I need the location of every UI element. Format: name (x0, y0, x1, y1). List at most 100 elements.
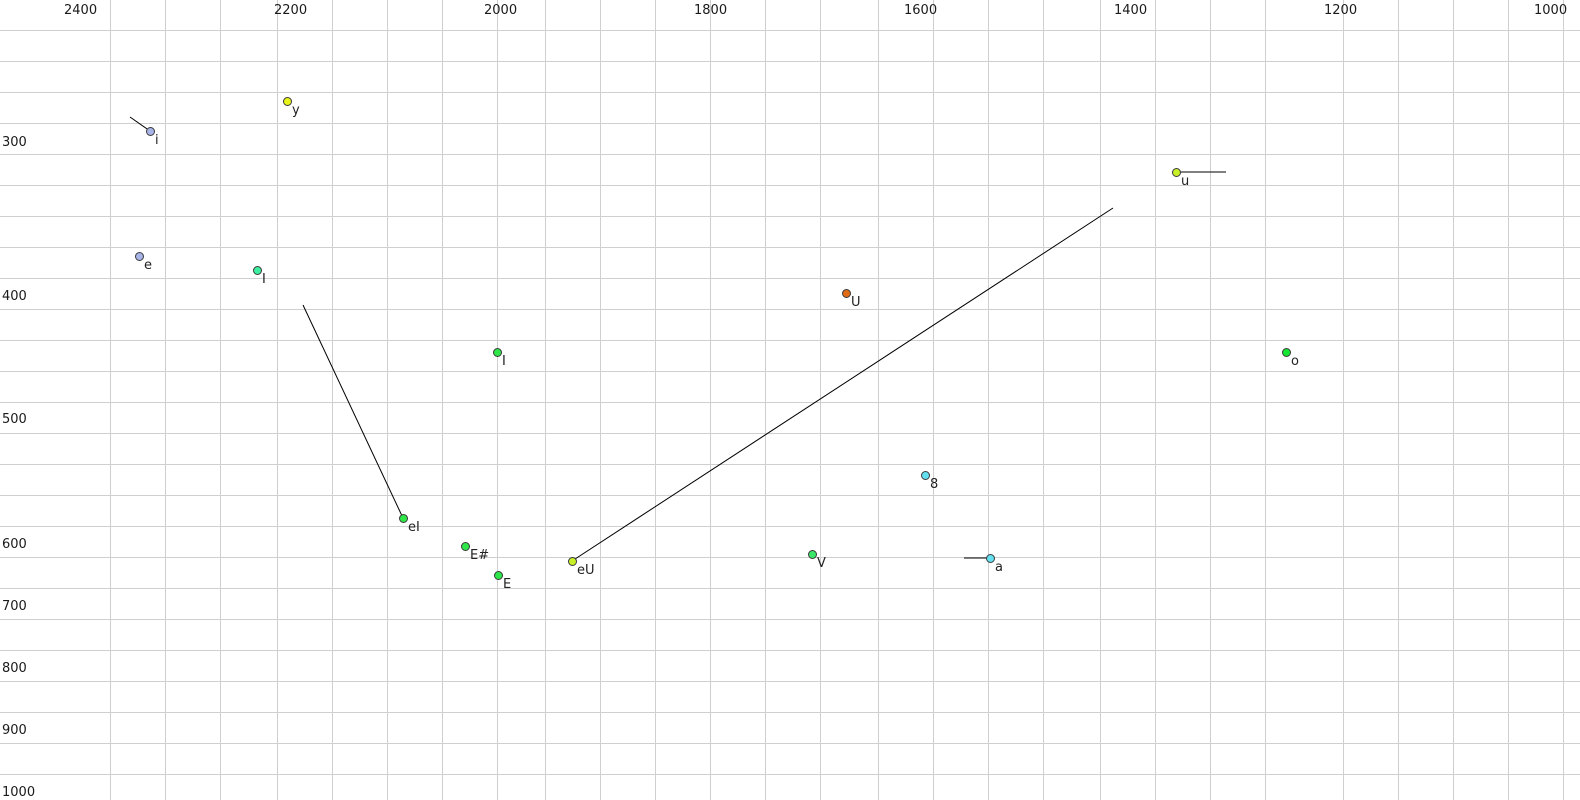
data-point[interactable] (494, 571, 503, 580)
gridline-horizontal (0, 712, 1580, 713)
data-point-label: V (817, 556, 826, 571)
x-tick-label: 1200 (1324, 3, 1358, 18)
gridline-horizontal (0, 154, 1580, 155)
data-point[interactable] (493, 348, 502, 357)
gridline-horizontal (0, 526, 1580, 527)
y-tick-label: 400 (2, 289, 27, 304)
gridline-vertical (1398, 0, 1399, 800)
data-point[interactable] (842, 289, 851, 298)
x-tick-label: 1800 (694, 3, 728, 18)
gridline-vertical (765, 0, 766, 800)
data-point-label: o (1291, 354, 1299, 369)
gridline-horizontal (0, 650, 1580, 651)
y-tick-label: 600 (2, 537, 27, 552)
gridline-horizontal (0, 743, 1580, 744)
gridline-horizontal (0, 588, 1580, 589)
data-point[interactable] (808, 550, 817, 559)
data-point[interactable] (135, 252, 144, 261)
gridline-horizontal (0, 92, 1580, 93)
gridline-vertical (220, 0, 221, 800)
data-point[interactable] (253, 266, 262, 275)
gridline-vertical (1210, 0, 1211, 800)
x-tick-label: 2400 (64, 3, 98, 18)
gridline-vertical (545, 0, 546, 800)
x-tick-label: 2000 (484, 3, 518, 18)
gridline-horizontal (0, 495, 1580, 496)
gridline-vertical (497, 0, 498, 800)
gridline-vertical (1155, 0, 1156, 800)
gridline-vertical (1043, 0, 1044, 800)
gridline-vertical (1343, 0, 1344, 800)
data-point[interactable] (921, 471, 930, 480)
x-tick-label: 1400 (1114, 3, 1148, 18)
gridline-vertical (933, 0, 934, 800)
gridline-vertical (1265, 0, 1266, 800)
gridline-vertical (110, 0, 111, 800)
gridline-vertical (332, 0, 333, 800)
data-point-label: E# (470, 548, 490, 563)
gridline-horizontal (0, 30, 1580, 31)
gridline-vertical (165, 0, 166, 800)
x-tick-label: 1000 (1534, 3, 1568, 18)
data-point[interactable] (461, 542, 470, 551)
data-point-label: E (503, 577, 512, 592)
data-point[interactable] (1172, 168, 1181, 177)
data-point-label: 8 (930, 477, 939, 492)
data-point[interactable] (986, 554, 995, 563)
gridline-vertical (1100, 0, 1101, 800)
gridline-horizontal (0, 371, 1580, 372)
gridline-horizontal (0, 247, 1580, 248)
data-point[interactable] (1282, 348, 1291, 357)
x-tick-label: 2200 (274, 3, 308, 18)
data-point-label: I (502, 354, 506, 369)
gridline-horizontal (0, 681, 1580, 682)
y-tick-label: 1000 (2, 785, 36, 800)
gridline-vertical (710, 0, 711, 800)
gridline-horizontal (0, 402, 1580, 403)
gridline-vertical (988, 0, 989, 800)
gridline-horizontal (0, 185, 1580, 186)
gridline-horizontal (0, 216, 1580, 217)
data-point-label: u (1181, 174, 1190, 189)
gridline-vertical (600, 0, 601, 800)
data-point-label: a (995, 560, 1003, 575)
data-point[interactable] (568, 557, 577, 566)
y-tick-label: 500 (2, 412, 27, 427)
data-point-label: eU (577, 563, 595, 578)
gridline-horizontal (0, 309, 1580, 310)
gridline-vertical (655, 0, 656, 800)
data-point-label: i (155, 133, 159, 148)
y-tick-label: 300 (2, 135, 27, 150)
connector-line (571, 207, 1114, 562)
y-tick-label: 800 (2, 661, 27, 676)
gridline-horizontal (0, 433, 1580, 434)
data-point-label: U (851, 295, 861, 310)
data-point[interactable] (399, 514, 408, 523)
gridline-horizontal (0, 774, 1580, 775)
gridline-vertical (878, 0, 879, 800)
data-point-label: y (292, 103, 300, 118)
data-point[interactable] (146, 127, 155, 136)
gridline-vertical (1508, 0, 1509, 800)
gridline-vertical (1563, 0, 1564, 800)
gridline-vertical (277, 0, 278, 800)
gridline-horizontal (0, 619, 1580, 620)
gridline-horizontal (0, 557, 1580, 558)
gridline-horizontal (0, 278, 1580, 279)
gridline-horizontal (0, 61, 1580, 62)
gridline-vertical (820, 0, 821, 800)
y-tick-label: 700 (2, 599, 27, 614)
y-tick-label: 900 (2, 723, 27, 738)
connector-line (302, 304, 404, 519)
gridline-vertical (442, 0, 443, 800)
data-point-label: eI (408, 520, 420, 535)
gridline-horizontal (0, 123, 1580, 124)
data-point[interactable] (283, 97, 292, 106)
gridline-horizontal (0, 340, 1580, 341)
x-tick-label: 1600 (904, 3, 938, 18)
data-point-label: e (144, 258, 152, 273)
gridline-vertical (387, 0, 388, 800)
gridline-vertical (1453, 0, 1454, 800)
gridline-horizontal (0, 464, 1580, 465)
